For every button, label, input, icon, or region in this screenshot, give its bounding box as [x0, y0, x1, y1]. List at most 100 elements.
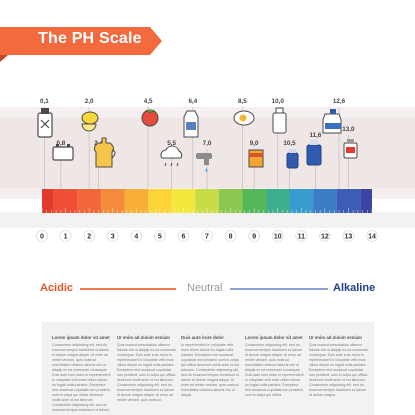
- tomato-icon: [141, 109, 159, 127]
- tick-marker: [177, 230, 190, 242]
- ph-color-segment: [265, 189, 290, 213]
- value-label: 10,5: [283, 140, 296, 147]
- text-column: Ut enim ad minim veniam Quis nostrud exe…: [117, 335, 177, 403]
- tick-label: 5: [158, 234, 162, 241]
- drain-cleaner-icon: [343, 139, 358, 159]
- value-label: 9,0: [250, 140, 259, 147]
- text-column: Lorem ipsum dolor sit amet Consectetur a…: [245, 335, 305, 398]
- ph-color-segment: [124, 189, 149, 213]
- tick-marker: [271, 230, 284, 242]
- column-body: In reprehenderit in voluptate velit esse…: [181, 343, 239, 397]
- value-label: 0,1: [40, 98, 49, 105]
- ph-color-segment: [77, 189, 101, 213]
- tick-marker: [36, 230, 48, 242]
- value-label: 11,6: [309, 132, 321, 139]
- bleach-jug-icon: [322, 109, 342, 134]
- tick-label: 11: [298, 234, 306, 241]
- tick-label: 7: [205, 234, 209, 241]
- tick-label: 2: [87, 234, 91, 241]
- tick-marker: [106, 230, 119, 242]
- tick-label: 12: [321, 234, 329, 241]
- milk-of-magnesia-icon: [286, 149, 299, 169]
- text-column: Lorem ipsum dolor sit amet Consectetur a…: [52, 335, 112, 413]
- vinegar-jug-icon: [93, 137, 116, 168]
- value-label: 5,5: [167, 140, 176, 147]
- car-battery-icon: [52, 144, 74, 161]
- soap-bottle-icon: [272, 107, 287, 134]
- tick-marker: [248, 230, 261, 242]
- acidity-legend: Acidic Neutral Alkaline: [0, 279, 415, 299]
- value-label: 0,8: [56, 140, 65, 147]
- ph-color-bar: [41, 189, 373, 213]
- text-column: Duis aute irure dolor In reprehenderit i…: [181, 335, 241, 398]
- ph-color-segment: [242, 189, 266, 213]
- value-label: 10,0: [272, 98, 285, 105]
- column-title: Lorem ipsum dolor sit amet: [52, 335, 110, 340]
- title-banner-fold: [0, 55, 8, 62]
- tick-label: 1: [64, 234, 68, 241]
- column-body: Consectetur adipiscing elit, sed do eius…: [52, 343, 111, 412]
- tick-marker: [318, 230, 331, 242]
- ph-color-segment: [53, 189, 78, 213]
- ph-color-segment: [148, 189, 172, 213]
- column-title: Ut enim ad minim veniam: [309, 335, 362, 340]
- ph-color-segment: [218, 189, 243, 213]
- tick-marker: [224, 230, 237, 242]
- column-title: Lorem ipsum dolor sit amet: [245, 335, 303, 340]
- tick-marker: [295, 230, 308, 242]
- baking-soda-icon: [248, 149, 264, 168]
- value-label: 2,0: [85, 98, 94, 105]
- ph-color-segment: [336, 189, 361, 213]
- text-column: Ut enim ad minim veniam Quis nostrud exe…: [309, 335, 369, 398]
- value-label: 8,5: [238, 98, 247, 105]
- tick-label: 0: [40, 234, 44, 241]
- egg-icon: [233, 110, 255, 126]
- legend-neutral: Neutral: [187, 282, 223, 294]
- tick-marker: [153, 230, 166, 242]
- tick-marker: [59, 230, 72, 242]
- page-title: The PH Scale: [38, 30, 142, 47]
- milk-carton-icon: [183, 110, 199, 138]
- tick-marker: [366, 230, 378, 242]
- text-panel: [42, 322, 374, 415]
- legend-alkaline: Alkaline: [333, 282, 376, 294]
- title-banner: [0, 27, 162, 55]
- tick-label: 6: [181, 234, 185, 241]
- value-label: 4,5: [144, 98, 153, 105]
- ph-color-segment: [100, 189, 125, 213]
- lemon-icon: [81, 111, 99, 132]
- column-body: Consectetur adipiscing elit, sed do eius…: [245, 343, 304, 397]
- tick-marker: [201, 230, 213, 242]
- tick-marker: [83, 230, 96, 242]
- value-label: 6,4: [188, 98, 197, 105]
- ammonia-bottle-icon: [306, 140, 322, 166]
- rain-cloud-icon: [160, 145, 183, 167]
- tick-label: 8: [229, 234, 233, 241]
- ph-color-segment: [171, 189, 196, 213]
- tick-marker: [130, 230, 143, 242]
- tick-label: 14: [368, 234, 376, 241]
- ph-color-segment: [289, 189, 314, 213]
- ph-ticks: 0 1 2 3 4 5 6 7 8 9 10 11 12 13 14: [36, 230, 378, 242]
- column-body: Quis nostrud exercitation ullamco labori…: [117, 343, 176, 402]
- ph-color-segment: [195, 189, 219, 213]
- tick-label: 3: [111, 234, 115, 241]
- value-label: 7,0: [203, 140, 212, 147]
- value-label: 13,0: [342, 126, 355, 133]
- acid-bottle-icon: [37, 108, 53, 138]
- ph-color-segment: [42, 189, 54, 213]
- column-title: Ut enim ad minim veniam: [117, 335, 170, 340]
- value-label: 12,6: [333, 98, 346, 105]
- legend-acidic: Acidic: [40, 282, 74, 294]
- ph-color-segment: [313, 189, 337, 213]
- column-title: Duis aute irure dolor: [181, 335, 224, 340]
- water-tap-icon: [196, 153, 212, 172]
- tick-marker: [342, 230, 355, 242]
- tick-label: 4: [134, 234, 138, 241]
- tick-label: 9: [252, 234, 256, 241]
- tick-label: 13: [345, 234, 353, 241]
- ph-color-segment: [360, 189, 372, 213]
- column-body: Quis nostrud exercitation ullamco labori…: [309, 343, 368, 397]
- tick-label: 10: [274, 234, 282, 241]
